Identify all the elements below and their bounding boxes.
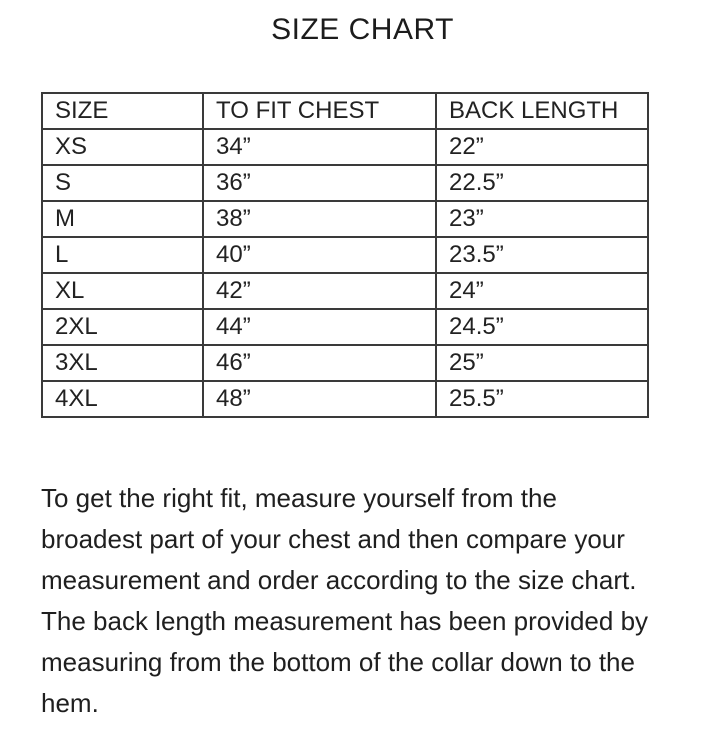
fit-instructions-line: The back length measurement has been pro… [41,606,649,636]
back-length-cell: 25” [435,344,649,382]
column-header-to-fit-chest: TO FIT CHEST [202,92,437,130]
table-row: M 38” 23” [41,200,649,238]
fit-instructions-line: hem. [41,688,99,718]
size-chart-page: SIZE CHART SIZE TO FIT CHEST BACK LENGTH… [0,13,725,724]
size-cell: 3XL [41,344,204,382]
column-header-back-length: BACK LENGTH [435,92,649,130]
table-row: 4XL 48” 25.5” [41,380,649,418]
fit-instructions-line: To get the right fit, measure yourself f… [41,483,557,513]
chest-cell: 38” [202,200,437,238]
table-row: 2XL 44” 24.5” [41,308,649,346]
back-length-cell: 25.5” [435,380,649,418]
size-cell: 4XL [41,380,204,418]
table-header-row: SIZE TO FIT CHEST BACK LENGTH [41,92,649,130]
size-cell: S [41,164,204,202]
back-length-cell: 23.5” [435,236,649,274]
size-cell: L [41,236,204,274]
chest-cell: 42” [202,272,437,310]
fit-instructions-line: measurement and order according to the s… [41,565,637,595]
back-length-cell: 22.5” [435,164,649,202]
chest-cell: 36” [202,164,437,202]
table-row: L 40” 23.5” [41,236,649,274]
size-chart-table: SIZE TO FIT CHEST BACK LENGTH XS 34” 22”… [41,92,649,418]
fit-instructions: To get the right fit, measure yourself f… [41,478,701,724]
chest-cell: 40” [202,236,437,274]
size-cell: XL [41,272,204,310]
size-cell: 2XL [41,308,204,346]
column-header-size: SIZE [41,92,204,130]
chest-cell: 46” [202,344,437,382]
table-row: XL 42” 24” [41,272,649,310]
chest-cell: 44” [202,308,437,346]
size-cell: XS [41,128,204,166]
back-length-cell: 22” [435,128,649,166]
fit-instructions-line: broadest part of your chest and then com… [41,524,625,554]
page-title: SIZE CHART [271,13,454,46]
table-row: S 36” 22.5” [41,164,649,202]
table-row: XS 34” 22” [41,128,649,166]
back-length-cell: 24” [435,272,649,310]
back-length-cell: 23” [435,200,649,238]
fit-instructions-line: measuring from the bottom of the collar … [41,647,635,677]
chest-cell: 34” [202,128,437,166]
back-length-cell: 24.5” [435,308,649,346]
chest-cell: 48” [202,380,437,418]
table-row: 3XL 46” 25” [41,344,649,382]
size-cell: M [41,200,204,238]
